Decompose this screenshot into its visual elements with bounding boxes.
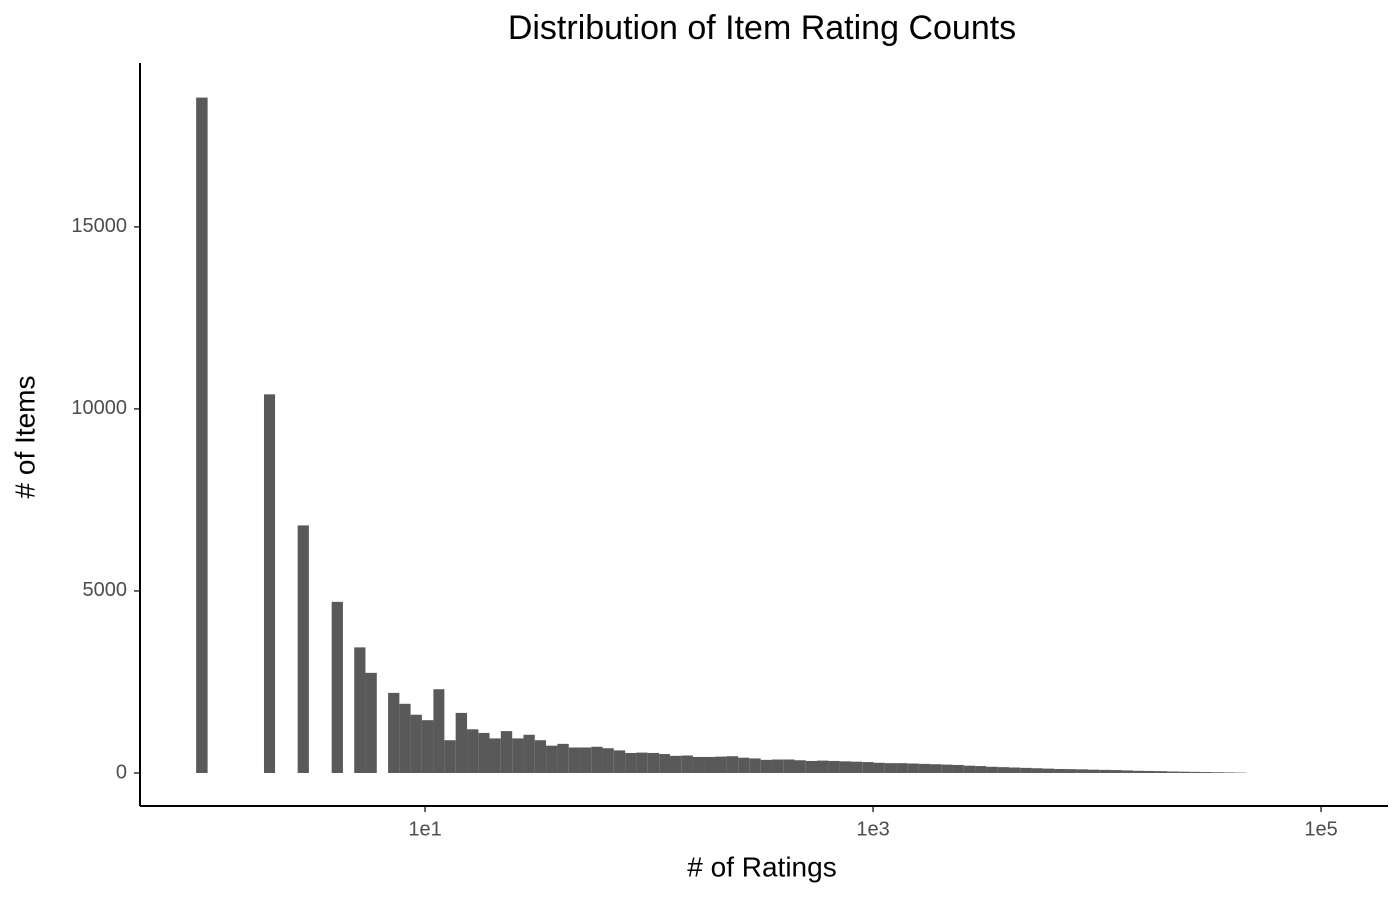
bar (1200, 772, 1213, 773)
bar (1189, 771, 1201, 773)
bar (726, 756, 739, 773)
bar (444, 740, 456, 773)
bar (704, 756, 716, 773)
x-axis-label: # of Ratings (687, 851, 836, 882)
bar (918, 763, 930, 773)
bar (986, 766, 998, 773)
bar (512, 738, 524, 773)
bar (952, 764, 964, 773)
bar (523, 734, 535, 773)
bar (433, 689, 445, 773)
bar (828, 760, 840, 773)
bar (625, 752, 637, 773)
bar (1087, 769, 1100, 773)
bar (500, 731, 513, 773)
bar (1020, 767, 1032, 773)
bar (816, 760, 829, 773)
bar (772, 759, 784, 773)
bar (749, 758, 761, 773)
bar (873, 762, 885, 773)
bar (805, 760, 817, 773)
y-axis-label: # of Items (9, 376, 40, 499)
bar (1042, 768, 1055, 773)
bar (783, 759, 795, 773)
bar (1212, 772, 1224, 773)
bar (399, 703, 411, 773)
bar (975, 766, 987, 773)
y-tick-label: 10000 (71, 397, 127, 419)
bar (196, 97, 208, 773)
y-tick-label: 5000 (83, 579, 128, 601)
bar (862, 762, 874, 773)
bar (613, 750, 626, 773)
bar (263, 394, 276, 773)
bar (1121, 770, 1134, 773)
bar (546, 745, 558, 773)
bar (659, 754, 670, 773)
bar (1144, 770, 1156, 773)
bar (941, 764, 953, 773)
bar (636, 752, 648, 773)
bar (669, 755, 682, 773)
bar (331, 601, 343, 773)
bar (489, 738, 501, 773)
bar (410, 714, 422, 773)
bar (738, 757, 750, 773)
bar (1167, 771, 1179, 773)
bar (839, 761, 851, 773)
x-tick-label: 1e1 (408, 818, 441, 840)
bar (794, 760, 806, 773)
y-tick-label: 0 (116, 761, 127, 783)
bar (692, 756, 705, 773)
bar (929, 764, 942, 773)
bar (421, 720, 434, 773)
bar (907, 763, 919, 773)
bar (1223, 772, 1235, 773)
bar (1008, 767, 1021, 773)
bar (884, 763, 897, 773)
bar (365, 672, 377, 773)
bar (997, 767, 1009, 773)
bar (602, 748, 614, 773)
bar (297, 525, 309, 773)
chart-title: Distribution of Item Rating Counts (508, 9, 1016, 47)
bar (1065, 769, 1077, 773)
bar (1099, 769, 1111, 773)
bar (1076, 769, 1088, 773)
x-tick-label: 1e3 (856, 818, 889, 840)
bar (534, 740, 547, 773)
bar (1178, 771, 1190, 773)
bar (1031, 768, 1043, 773)
bar (1155, 771, 1168, 773)
bar (647, 752, 660, 773)
bar (1110, 770, 1122, 773)
bar (715, 756, 727, 773)
bar (478, 732, 490, 773)
bar (568, 747, 581, 773)
bar (455, 712, 468, 773)
bar (1133, 770, 1145, 773)
bar (467, 729, 479, 773)
x-tick-label: 1e5 (1304, 818, 1337, 840)
bar (354, 647, 366, 773)
bar (591, 746, 603, 773)
bar (557, 743, 569, 773)
bar (681, 755, 693, 773)
bar (896, 763, 908, 773)
bar (760, 759, 773, 773)
y-tick-label: 15000 (71, 215, 127, 237)
bar (388, 692, 400, 773)
bar (963, 765, 976, 773)
bar (580, 747, 592, 773)
bar (1054, 768, 1066, 773)
bar (850, 761, 863, 773)
